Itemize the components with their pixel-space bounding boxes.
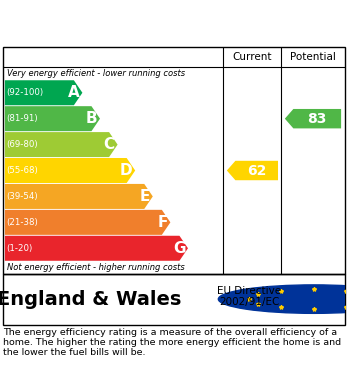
Polygon shape (5, 236, 188, 261)
Polygon shape (227, 161, 278, 180)
Text: G: G (173, 241, 185, 256)
Text: D: D (120, 163, 133, 178)
Text: Energy Efficiency Rating: Energy Efficiency Rating (50, 14, 298, 32)
Polygon shape (5, 132, 118, 157)
Polygon shape (5, 184, 153, 209)
Text: England & Wales: England & Wales (0, 290, 181, 308)
Polygon shape (5, 210, 171, 235)
Text: 83: 83 (308, 112, 327, 126)
Text: C: C (104, 137, 115, 152)
Text: Current: Current (233, 52, 272, 62)
Polygon shape (5, 80, 82, 105)
Polygon shape (5, 106, 100, 131)
Polygon shape (285, 109, 341, 128)
Text: (39-54): (39-54) (7, 192, 38, 201)
Text: Potential: Potential (290, 52, 336, 62)
Polygon shape (5, 158, 135, 183)
Text: (55-68): (55-68) (7, 166, 38, 175)
Text: EU Directive
2002/91/EC: EU Directive 2002/91/EC (217, 286, 281, 307)
Text: (81-91): (81-91) (7, 114, 38, 123)
Text: F: F (157, 215, 168, 230)
Circle shape (218, 285, 348, 313)
Text: (1-20): (1-20) (7, 244, 33, 253)
Text: Not energy efficient - higher running costs: Not energy efficient - higher running co… (7, 263, 185, 272)
Text: 62: 62 (247, 163, 266, 178)
Text: The energy efficiency rating is a measure of the overall efficiency of a home. T: The energy efficiency rating is a measur… (3, 328, 342, 357)
Text: (92-100): (92-100) (7, 88, 44, 97)
Text: (69-80): (69-80) (7, 140, 38, 149)
Text: Very energy efficient - lower running costs: Very energy efficient - lower running co… (7, 69, 185, 78)
Text: B: B (86, 111, 97, 126)
Text: (21-38): (21-38) (7, 218, 38, 227)
Text: E: E (140, 189, 150, 204)
Text: A: A (68, 85, 80, 100)
